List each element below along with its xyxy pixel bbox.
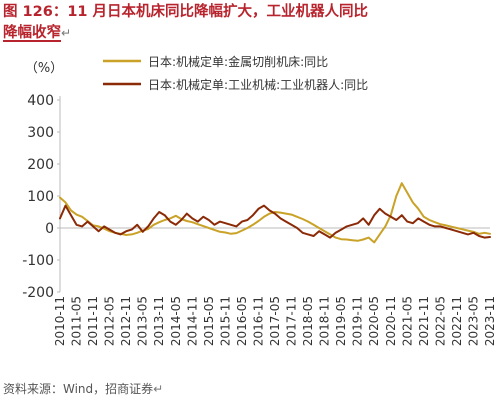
y-tick-label: -200 — [22, 285, 54, 301]
x-tick-label: 2014-11 — [185, 296, 199, 346]
x-tick-label: 2018-05 — [301, 296, 315, 346]
return-mark: ↵ — [61, 26, 72, 40]
y-tick-label: 400 — [27, 93, 54, 109]
axes: -200 -100 0 100 200 300 400 2010-11 2011-05 2011-… — [22, 93, 497, 346]
x-tick-label: 2016-11 — [251, 296, 265, 346]
x-tick-label: 2012-11 — [119, 296, 133, 346]
x-tick-label: 2015-05 — [202, 296, 216, 346]
x-tick-label: 2011-05 — [70, 296, 84, 346]
x-tick-label: 2014-05 — [169, 296, 183, 346]
x-tick-label: 2020-05 — [367, 296, 381, 346]
y-tick-label: 0 — [45, 221, 54, 237]
y-tick-label: 100 — [27, 189, 54, 205]
x-tick-label: 2011-11 — [86, 296, 100, 346]
x-tick-label: 2017-05 — [268, 296, 282, 346]
x-tick-label: 2020-11 — [384, 296, 398, 346]
y-tick-label: -100 — [22, 253, 54, 269]
x-tick-label: 2021-05 — [400, 296, 414, 346]
x-tick-label: 2019-05 — [334, 296, 348, 346]
x-tick-label: 2022-05 — [433, 296, 447, 346]
x-tick-label: 2023-05 — [466, 296, 480, 346]
source-return-mark: ↵ — [153, 382, 164, 396]
y-tick-label: 300 — [27, 125, 54, 141]
y-tick-label: 200 — [27, 157, 54, 173]
x-tick-label: 2013-11 — [152, 296, 166, 346]
x-tick-label: 2022-11 — [450, 296, 464, 346]
x-tick-label: 2012-05 — [103, 296, 117, 346]
x-tick-label: 2018-11 — [318, 296, 332, 346]
figure-title-line1: 图 126：11 月日本机床同比降幅扩大，工业机器人同比 — [3, 4, 369, 20]
x-tick-label: 2017-11 — [285, 296, 299, 346]
legend-label: 日本:机械定单:工业机械:工业机器人:同比 — [148, 77, 368, 92]
line-chart: （%） 日本:机械定单:金属切削机床:同比日本:机械定单:工业机械:工业机器人:… — [22, 54, 497, 346]
legend-label: 日本:机械定单:金属切削机床:同比 — [148, 54, 328, 69]
series-group — [59, 182, 491, 244]
x-tick-label: 2010-11 — [53, 296, 67, 346]
figure-title: 图 126：11 月日本机床同比降幅扩大，工业机器人同比 降幅收窄↵ — [3, 2, 497, 44]
series-line — [59, 204, 491, 239]
x-tick-label: 2023-11 — [483, 296, 497, 346]
x-tick-label: 2013-05 — [136, 296, 150, 346]
x-tick-label: 2019-11 — [351, 296, 365, 346]
x-tick-label: 2015-11 — [218, 296, 232, 346]
x-tick-label: 2021-11 — [417, 296, 431, 346]
source-text: 资料来源：Wind，招商证券 — [3, 382, 154, 396]
series-line — [59, 182, 491, 244]
y-axis-unit-label: （%） — [25, 61, 63, 76]
x-tick-label: 2016-05 — [235, 296, 249, 346]
figure-title-line2: 降幅收窄 — [3, 25, 61, 41]
source-note: 资料来源：Wind，招商证券↵ — [3, 380, 163, 397]
